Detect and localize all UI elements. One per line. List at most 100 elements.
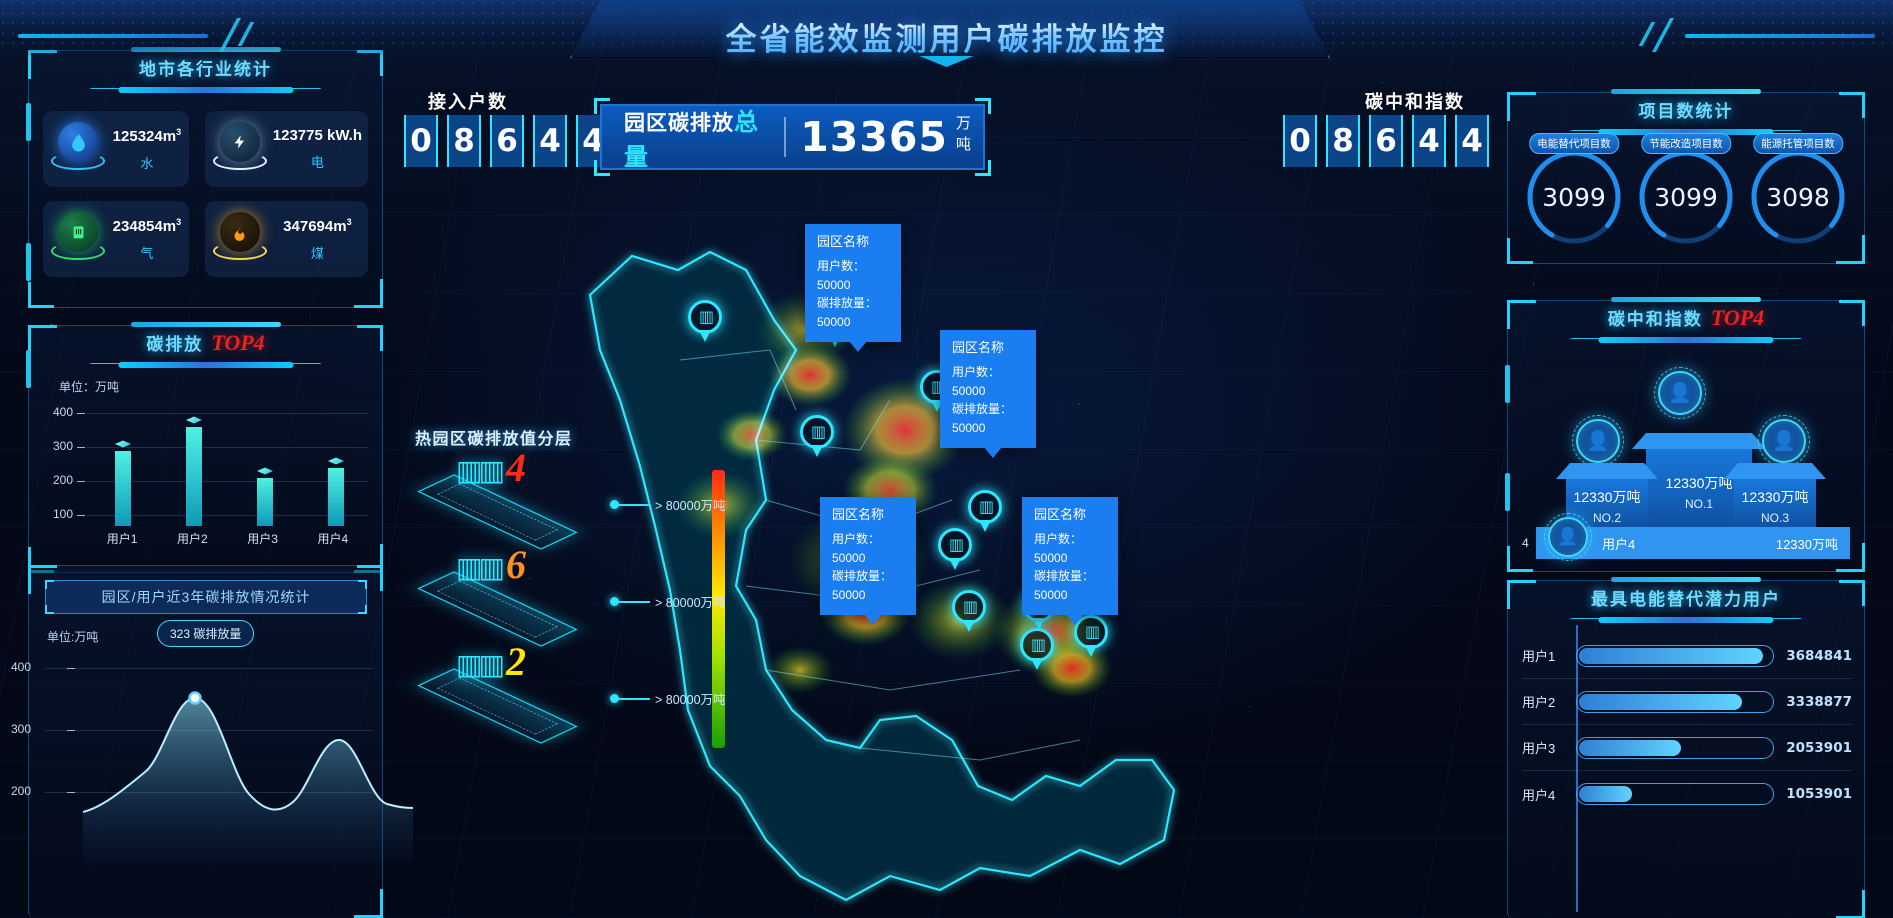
tooltip-users: 用户数：50000	[952, 365, 1001, 398]
resource-card-water[interactable]: 125324m3 水	[43, 111, 189, 187]
potential-row-3[interactable]: 用户3 2053901	[1522, 725, 1852, 771]
panel-corner-tr	[357, 325, 383, 351]
electricity-orb-ring	[212, 152, 267, 170]
coal-orb-ring	[212, 242, 267, 260]
potential-row-4[interactable]: 用户4 1053901	[1522, 771, 1852, 817]
podium-group: 👤 用户1 12330万吨 NO.1 👤 用户3 12330万吨 NO.2 👤 …	[1518, 349, 1854, 561]
layer-plate-inner	[437, 580, 558, 638]
project-panel-title: 项目数统计	[1638, 102, 1734, 122]
panel-edge-tick	[26, 103, 31, 141]
gas-value: 234854m3	[112, 216, 182, 235]
header-center-notch	[919, 56, 974, 67]
project-ring-1[interactable]: 3099 节能改造项目数	[1634, 133, 1738, 249]
gas-text: 234854m3 气	[111, 217, 183, 262]
potential-value: 2053901	[1786, 739, 1852, 756]
page-title: 全省能效监测用户碳排放监控	[726, 14, 1168, 59]
tooltip-users: 用户数：50000	[832, 532, 881, 565]
avatar-fourth[interactable]: 👤	[1544, 513, 1592, 561]
layer-count: 4	[506, 445, 526, 490]
layer-dot	[610, 597, 619, 606]
x-label-user3: 用户3	[247, 532, 278, 546]
map-tooltip-3[interactable]: 园区名称 用户数：50000 碳排放量：50000	[820, 497, 916, 625]
heat-color-scale	[712, 470, 725, 748]
project-stats-panel: 项目数统计 3099 电能替代项目数 3099 节能改造项目数 3098 能源托…	[1507, 89, 1865, 264]
podium-rank-third: NO.3	[1760, 511, 1789, 525]
potential-panel-title-banner: 最具电能替代潜力用户	[1508, 577, 1864, 625]
electricity-value: 123775 kW.h	[272, 127, 362, 144]
three-year-toggle-button[interactable]: 园区/用户近3年碳排放情况统计	[45, 580, 367, 614]
podium-amount-third: 12330万吨	[1741, 489, 1809, 505]
title-trapezoid	[1531, 91, 1841, 131]
building-icon: ▥▥	[456, 455, 505, 486]
layer-line	[618, 504, 650, 506]
map-pin-6[interactable]: ▥	[968, 490, 1002, 532]
potential-value: 3684841	[1786, 647, 1852, 664]
podium-block-third[interactable]: 12330万吨 NO.3	[1734, 479, 1816, 531]
heat-layer-1[interactable]: ▥▥ 4 > 80000万吨	[410, 445, 726, 550]
avatar-third[interactable]: 👤	[1758, 415, 1810, 467]
avatar-first[interactable]: 👤	[1654, 367, 1706, 419]
potential-value: 3338877	[1786, 693, 1852, 710]
layer-count: 2	[506, 639, 526, 684]
gridline-100: 100	[53, 507, 368, 521]
project-ring-2[interactable]: 3098 能源托管项目数	[1746, 133, 1850, 249]
resource-card-electricity[interactable]: 123775 kW.h 电	[204, 111, 368, 187]
map-pin-7[interactable]: ▥	[938, 528, 972, 570]
podium-block-second[interactable]: 12330万吨 NO.2	[1566, 479, 1648, 531]
water-drop-icon	[51, 122, 105, 176]
x-label-user2: 用户2	[177, 532, 208, 546]
panel-edge-tick	[26, 350, 31, 388]
potential-track	[1576, 783, 1774, 805]
podium-top-face	[1724, 463, 1826, 479]
page-title-wrapper: 全省能效监测用户碳排放监控	[0, 14, 1893, 59]
podium-panel-title: 碳中和指数 TOP4	[1607, 305, 1765, 330]
map-tooltip-1[interactable]: 园区名称 用户数：50000 碳排放量：50000	[805, 224, 901, 352]
project-ring-0[interactable]: 3099 电能替代项目数	[1522, 133, 1626, 249]
heat-layer-3[interactable]: ▥▥ 2 > 80000万吨	[410, 639, 726, 744]
top4-x-axis-labels: 用户1 用户2 用户3 用户4	[87, 530, 368, 547]
map-pin-3[interactable]: ▥	[800, 415, 834, 457]
tooltip-name: 园区名称	[817, 234, 870, 249]
potential-fill	[1579, 739, 1681, 756]
layer-line	[618, 601, 650, 603]
map-pin-9[interactable]: ▥	[952, 590, 986, 632]
total-emission-value: 13365	[800, 113, 948, 161]
building-icon: ▥	[1020, 628, 1054, 662]
panel-edge-tick-2	[1505, 473, 1510, 511]
water-text: 125324m3 水	[111, 127, 183, 172]
building-icon: ▥▥	[456, 552, 505, 583]
resource-card-gas[interactable]: 234854m3 气	[43, 201, 189, 277]
map-tooltip-4[interactable]: 园区名称 用户数：50000 碳排放量：50000	[1022, 497, 1118, 625]
project-ring-tag: 节能改造项目数	[1641, 133, 1731, 154]
gridline-200: 200	[53, 473, 368, 487]
podium-amount-fourth: 12330万吨	[1775, 536, 1838, 552]
layer-plate-inner	[437, 483, 558, 541]
tooltip-arrow	[1066, 613, 1085, 625]
layer-line	[618, 698, 650, 700]
avatar-second[interactable]: 👤	[1572, 415, 1624, 467]
project-ring-group: 3099 电能替代项目数 3099 节能改造项目数 3098 能源托管项目数	[1518, 133, 1854, 249]
top4-panel-title-banner: 碳排放 TOP4	[29, 322, 382, 370]
potential-row-1[interactable]: 用户1 3684841	[1522, 633, 1852, 679]
title-bar-top	[1611, 297, 1761, 302]
area-peak-point	[188, 691, 202, 705]
digit-0: 0	[1283, 115, 1317, 167]
project-ring-tag: 电能替代项目数	[1529, 133, 1619, 154]
map-tooltip-2[interactable]: 园区名称 用户数：50000 碳排放量：50000	[940, 330, 1036, 458]
potential-track	[1576, 690, 1774, 713]
resource-card-coal[interactable]: 347694m3 煤	[204, 201, 368, 277]
tooltip-emission: 碳排放量：50000	[952, 402, 1013, 435]
layer-dot	[610, 694, 619, 703]
tooltip-name: 园区名称	[952, 340, 1005, 355]
digit-0: 0	[404, 115, 438, 167]
digit-3: 4	[1412, 115, 1446, 167]
panel-corner-bl	[1507, 546, 1533, 572]
digit-2: 6	[1369, 115, 1403, 167]
heat-layer-2[interactable]: ▥▥ 6 > 80000万吨	[410, 542, 726, 647]
map-pin-1[interactable]: ▥	[688, 300, 722, 342]
panel-corner-tr	[1839, 580, 1865, 606]
potential-track	[1576, 736, 1774, 759]
map-pin-11[interactable]: ▥	[1020, 628, 1054, 670]
potential-row-2[interactable]: 用户2 3338877	[1522, 679, 1852, 725]
